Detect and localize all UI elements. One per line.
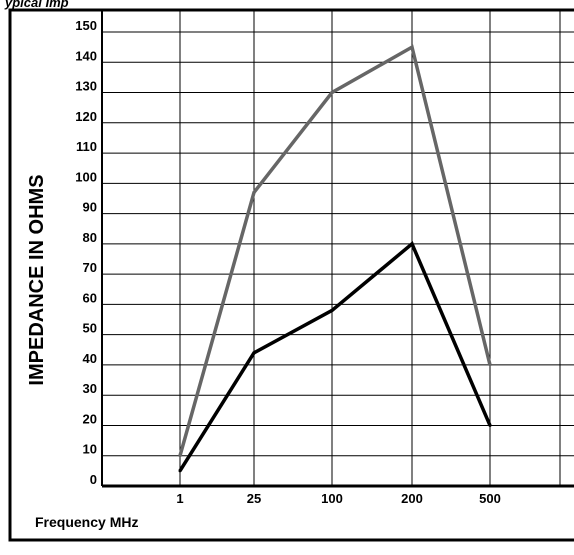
y-tick-label: 90 [83, 200, 97, 215]
x-tick-label: 200 [401, 491, 423, 506]
y-tick-label: 40 [83, 351, 97, 366]
y-axis-label: IMPEDANCE IN OHMS [26, 174, 48, 385]
y-tick-label: 0 [90, 472, 97, 487]
grid [101, 10, 574, 488]
y-tick-label: 130 [75, 79, 97, 94]
y-tick-label: 30 [83, 381, 97, 396]
data-point [330, 308, 334, 312]
y-tick-label: 110 [76, 139, 97, 154]
y-tick-label: 120 [75, 109, 97, 124]
y-tick-label: 60 [83, 290, 97, 305]
y-tick-label: 70 [83, 260, 97, 275]
data-point [488, 423, 492, 427]
outer-frame [8, 8, 574, 542]
y-tick-label: 100 [75, 169, 97, 184]
x-tick-label: 100 [321, 491, 343, 506]
chart-title-fragment: ypical Imp [4, 0, 69, 10]
y-tick-labels: 0 10 20 30 40 50 60 70 80 90 100 110 120 130 140 150 [75, 18, 97, 487]
data-point [410, 242, 414, 246]
y-tick-label: 140 [75, 48, 97, 63]
series-line-2 [178, 241, 492, 472]
data-point [178, 469, 182, 473]
y-tick-label: 80 [83, 230, 97, 245]
series-lines [178, 44, 492, 473]
data-point [252, 351, 256, 355]
x-axis-label: Frequency MHz [35, 514, 138, 530]
x-tick-labels: 1 25 100 200 500 [176, 491, 500, 506]
data-point [410, 45, 414, 49]
x-tick-label: 500 [479, 491, 501, 506]
y-tick-label: 10 [83, 442, 97, 457]
data-point [330, 91, 334, 95]
x-tick-label: 25 [247, 491, 261, 506]
y-tick-label: 150 [75, 18, 97, 33]
data-point [252, 190, 256, 194]
x-tick-label: 1 [176, 491, 183, 506]
data-point [178, 454, 182, 458]
y-tick-label: 20 [83, 411, 97, 426]
y-tick-label: 50 [83, 321, 97, 336]
data-point [488, 363, 492, 367]
